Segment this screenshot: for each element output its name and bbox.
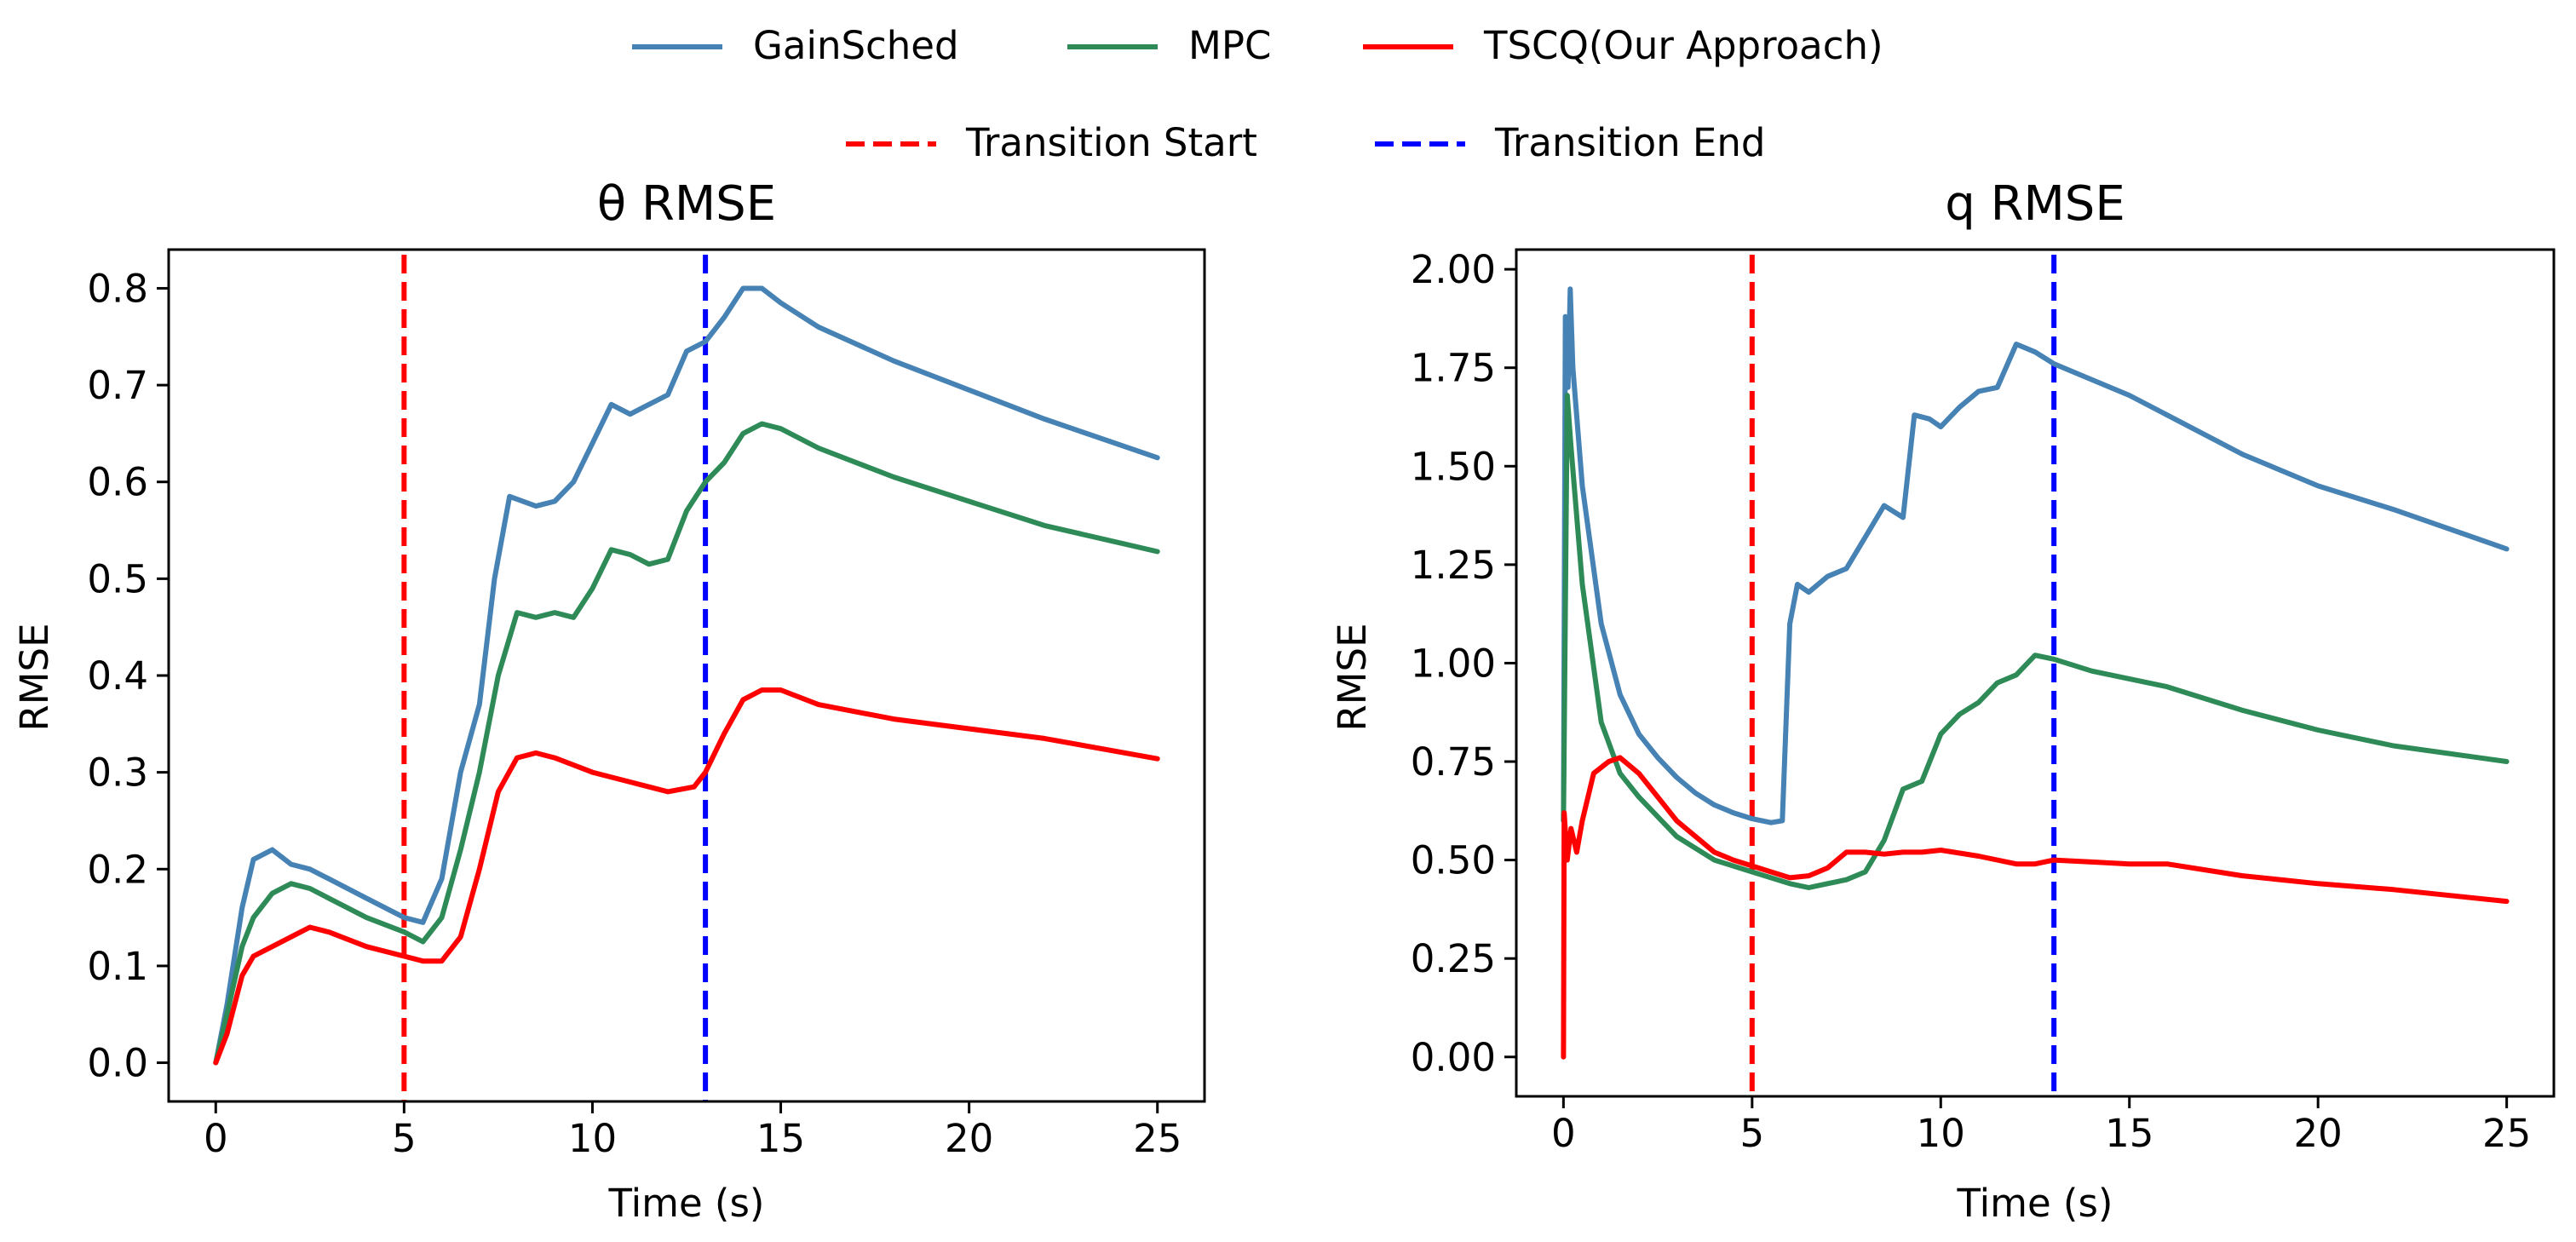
theta-y-tick-label: 0.4 (87, 653, 148, 699)
q-vline-group (1749, 255, 2057, 1096)
q-series-mpc (1561, 393, 2510, 890)
theta-series-group (213, 285, 1160, 1066)
theta-y-axis-label: RMSE (12, 623, 57, 731)
theta-x-tick-label: 5 (392, 1116, 417, 1161)
theta-axes-frame (167, 248, 1206, 1103)
legend-label-gainsched: GainSched (753, 23, 959, 68)
theta-x-tick-label: 20 (945, 1116, 993, 1161)
q-y-tick-label: 0.25 (1411, 936, 1496, 981)
q-x-axis-label: Time (s) (1957, 1181, 2113, 1226)
theta-x-tick-label: 25 (1133, 1116, 1182, 1161)
q-rmse-plot: q RMSE Time (s) RMSE 0 5 10 15 20 250.000.250… (1330, 176, 2556, 1226)
q-series-group (1561, 286, 2510, 1060)
theta-tick-group: 0 5 10 15 20 25 0.0 0.1 0.2 0.3 0.4 0.5 0.6 0.7 0.8 (87, 266, 1182, 1161)
q-y-tick-label: 1.50 (1411, 444, 1496, 489)
legend-label-mpc: MPC (1188, 23, 1271, 68)
theta-y-tick-label: 0.6 (87, 460, 148, 505)
q-y-tick-label: 0.75 (1411, 739, 1496, 785)
q-tick-group: 0 5 10 15 20 25 0.00 0.25 0.50 0.75 1.00 1.25 1.50 1.… (1411, 247, 2531, 1156)
q-series-gainsched (1561, 286, 2510, 825)
theta-plot-title: θ RMSE (597, 176, 776, 232)
q-axes-frame (1515, 248, 2556, 1098)
theta-y-tick-label: 0.1 (87, 944, 148, 989)
theta-y-tick-label: 0.3 (87, 750, 148, 796)
q-series-tscq-our-approach (1561, 755, 2510, 1060)
legend-label-transition-end: Transition End (1494, 120, 1765, 165)
theta-y-tick-label: 0.7 (87, 363, 148, 408)
legend-label-tscq: TSCQ(Our Approach) (1483, 23, 1883, 68)
theta-vline-group (401, 255, 709, 1101)
q-y-tick-label: 0.50 (1411, 838, 1496, 883)
q-x-tick-label: 0 (1551, 1111, 1576, 1156)
q-x-tick-label: 10 (1917, 1111, 1965, 1156)
theta-series-gainsched (213, 285, 1160, 1066)
q-y-tick-label: 1.75 (1411, 346, 1496, 391)
q-plot-title: q RMSE (1945, 176, 2125, 232)
q-x-tick-label: 15 (2105, 1111, 2153, 1156)
q-x-tick-label: 20 (2294, 1111, 2343, 1156)
theta-y-tick-label: 0.0 (87, 1041, 148, 1086)
theta-series-mpc (213, 421, 1160, 1066)
q-y-axis-label: RMSE (1330, 623, 1375, 731)
theta-series-tscq-our-approach (213, 687, 1160, 1066)
theta-y-tick-label: 0.8 (87, 266, 148, 311)
theta-x-tick-label: 0 (204, 1116, 228, 1161)
q-y-tick-label: 1.00 (1411, 641, 1496, 686)
legend-label-transition-start: Transition Start (965, 120, 1257, 165)
legend: GainSched MPC TSCQ(Our Approach) Transit… (632, 23, 1883, 165)
theta-y-tick-label: 0.2 (87, 847, 148, 892)
theta-rmse-plot: θ RMSE Time (s) RMSE 0 5 10 15 20 25 0.0 0.1 0.2… (12, 176, 1206, 1226)
q-x-tick-label: 5 (1739, 1111, 1764, 1156)
q-y-tick-label: 1.25 (1411, 543, 1496, 588)
theta-x-tick-label: 15 (756, 1116, 805, 1161)
q-x-tick-label: 25 (2482, 1111, 2531, 1156)
theta-x-axis-label: Time (s) (608, 1181, 765, 1226)
q-y-tick-label: 2.00 (1411, 247, 1496, 292)
q-y-tick-label: 0.00 (1411, 1035, 1496, 1080)
theta-x-tick-label: 10 (568, 1116, 617, 1161)
theta-y-tick-label: 0.5 (87, 556, 148, 601)
